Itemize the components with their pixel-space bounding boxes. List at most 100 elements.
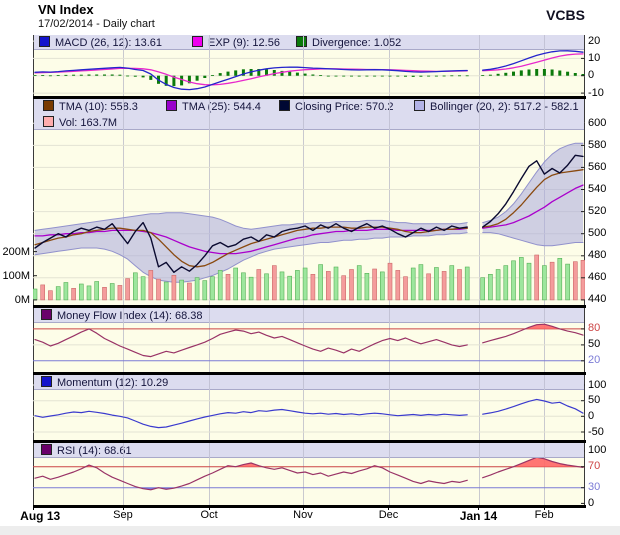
month-gridline (544, 35, 546, 50)
momentum-legend-item: Momentum (12): 10.29 (41, 376, 168, 389)
rsi-legend-label: RSI (14): 68.61 (57, 445, 132, 457)
month-gridline (388, 308, 390, 323)
month-gridline (209, 35, 211, 50)
bollinger-legend-item: Bollinger (20, 2): 517.2 - 582.1 (414, 100, 579, 113)
month-gridline (478, 35, 480, 50)
month-gridline (478, 443, 480, 458)
exp-legend-item: EXP (9): 12.56 (192, 36, 280, 49)
panel-divider (33, 305, 586, 308)
volume-axis-label: 100M (2, 270, 30, 282)
y-axis-label: 540 (588, 183, 607, 195)
month-gridline (388, 443, 390, 458)
y-axis-label: 600 (588, 117, 607, 129)
rsi-legend: RSI (14): 68.61 (34, 443, 584, 458)
momentum-legend-label: Momentum (12): 10.29 (57, 377, 169, 389)
tma10-legend-item: TMA (10): 558.3 (43, 100, 138, 113)
y-axis-label: 70 (588, 460, 601, 472)
brand-logo: VCBS (546, 7, 585, 23)
price-panel (33, 99, 585, 305)
chart-date-subtitle: 17/02/2014 - Daily chart (38, 18, 155, 30)
x-axis-label: Feb (534, 509, 554, 521)
macd-legend-label: MACD (26, 12): 13.61 (55, 37, 162, 49)
closing-price-legend-label: Closing Price: 570.2 (295, 101, 394, 113)
month-gridline (388, 375, 390, 390)
x-axis-line (33, 505, 586, 508)
divergence-legend-item: Divergence: 1.052 (296, 36, 401, 49)
macd-legend-item: MACD (26, 12): 13.61 (39, 36, 162, 49)
bollinger-swatch-icon (414, 100, 425, 111)
month-gridline (209, 375, 211, 390)
footer-strip (0, 526, 620, 535)
closing-price-legend-item: Closing Price: 570.2 (279, 100, 393, 113)
panel-divider (33, 96, 586, 99)
divergence-swatch-icon (296, 36, 307, 47)
divergence-legend-label: Divergence: 1.052 (312, 37, 402, 49)
month-gridline (388, 99, 390, 130)
volume-axis-label: 200M (2, 246, 30, 258)
volume-legend-label: Vol: 163.7M (59, 117, 118, 129)
page-title: VN Index (38, 2, 94, 17)
x-axis-tick (209, 505, 211, 510)
tma10-swatch-icon (43, 100, 54, 111)
money-flow-legend-item: Money Flow Index (14): 68.38 (41, 309, 203, 322)
month-gridline (388, 35, 390, 50)
macd-swatch-icon (39, 36, 50, 47)
month-gridline (302, 308, 304, 323)
y-axis-label: 50 (588, 394, 601, 406)
month-gridline (478, 99, 480, 130)
panel-divider (33, 372, 586, 375)
x-axis-label: Dec (378, 509, 399, 521)
closing-price-swatch-icon (279, 100, 290, 111)
month-gridline (302, 35, 304, 50)
tma10-legend-label: TMA (10): 558.3 (59, 101, 138, 113)
money-flow-swatch-icon (41, 309, 52, 320)
plot-price (33, 122, 585, 301)
y-axis-label: 0 (588, 410, 595, 422)
rsi-legend-item: RSI (14): 68.61 (41, 444, 132, 457)
exp-legend-label: EXP (9): 12.56 (208, 37, 280, 49)
momentum-swatch-icon (41, 376, 52, 387)
momentum-legend: Momentum (12): 10.29 (34, 375, 584, 390)
x-axis-tick (478, 505, 480, 510)
month-gridline (478, 308, 480, 323)
y-axis-label: 460 (588, 271, 607, 283)
x-axis-label: Oct (200, 509, 218, 521)
x-axis-label: Aug 13 (20, 509, 61, 523)
month-gridline (123, 375, 124, 390)
tma25-swatch-icon (166, 100, 177, 111)
month-gridline (302, 375, 304, 390)
volume-swatch-icon (43, 116, 54, 127)
month-gridline (123, 308, 124, 323)
month-gridline (544, 375, 546, 390)
y-axis-label: -10 (588, 87, 604, 99)
y-axis-label: 480 (588, 249, 607, 261)
y-axis-label: 520 (588, 205, 607, 217)
month-gridline (544, 99, 546, 130)
month-gridline (302, 443, 304, 458)
y-axis-label: 440 (588, 293, 607, 305)
y-axis-label: 30 (588, 481, 601, 493)
money-flow-legend-label: Money Flow Index (14): 68.38 (57, 310, 203, 322)
y-axis-label: 20 (588, 354, 601, 366)
x-axis-label: Jan 14 (459, 509, 498, 523)
x-axis-tick (122, 505, 124, 510)
x-axis-tick (33, 505, 34, 510)
month-gridline (544, 308, 546, 323)
month-gridline (544, 443, 546, 458)
y-axis-label: 560 (588, 161, 607, 173)
x-axis-tick (388, 505, 390, 510)
bollinger-legend-label: Bollinger (20, 2): 517.2 - 582.1 (430, 101, 579, 113)
month-gridline (209, 443, 211, 458)
x-axis-label: Nov (293, 509, 313, 521)
y-axis-label: 0 (588, 497, 595, 509)
month-gridline (123, 35, 124, 505)
volume-legend-item: Vol: 163.7M (43, 116, 117, 129)
month-gridline (123, 35, 124, 50)
macd-legend: MACD (26, 12): 13.61 EXP (9): 12.56 Dive… (34, 35, 584, 50)
y-axis-label: 500 (588, 227, 607, 239)
y-axis-label: 0 (588, 69, 595, 81)
y-axis-label: 50 (588, 338, 601, 350)
y-axis-label: -50 (588, 426, 604, 438)
month-gridline (209, 308, 211, 323)
y-axis-label: 100 (588, 379, 607, 391)
